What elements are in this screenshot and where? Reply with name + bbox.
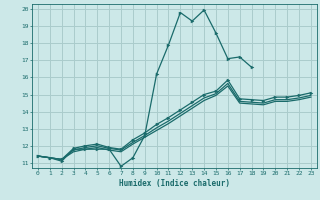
X-axis label: Humidex (Indice chaleur): Humidex (Indice chaleur) [119,179,230,188]
